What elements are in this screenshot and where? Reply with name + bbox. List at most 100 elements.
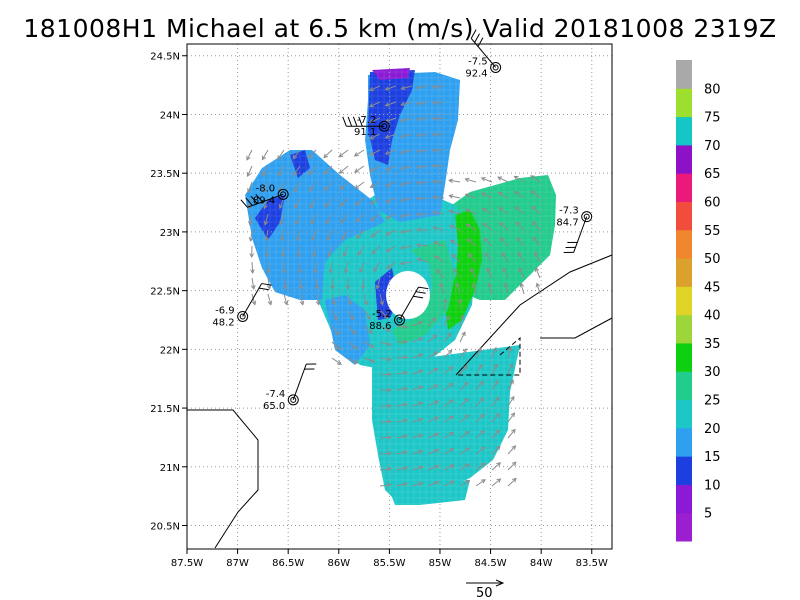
wind-vector-head: [479, 397, 485, 402]
wind-barb-flag: [418, 286, 429, 290]
wind-vector: [491, 396, 500, 407]
wind-vector-head: [415, 196, 421, 201]
wind-vector: [417, 258, 429, 263]
colorbar-segment: [676, 88, 692, 118]
wind-vector-head: [492, 346, 498, 352]
wind-vector: [347, 309, 354, 320]
wind-vector-head: [501, 251, 506, 257]
wind-vector-head: [432, 241, 438, 246]
wind-vector: [331, 309, 338, 321]
wind-vector: [459, 479, 470, 487]
wind-vector-head: [449, 239, 455, 245]
wind-vector: [277, 149, 285, 160]
wind-vector-head: [315, 300, 321, 306]
wind-vector-head: [296, 252, 302, 258]
wind-vector-head: [463, 381, 469, 387]
wind-vector: [417, 165, 429, 168]
wind-vector-head: [368, 86, 374, 92]
wind-vector-head: [487, 282, 493, 288]
wind-vector-head: [434, 432, 440, 438]
wind-vector-head: [465, 223, 471, 229]
wind-vector-head: [433, 400, 439, 405]
wind-vector: [325, 213, 333, 224]
wind-vector-head: [418, 401, 424, 406]
wind-vector-head: [511, 461, 517, 467]
wind-vector-head: [436, 268, 441, 274]
wind-vector-head: [384, 182, 390, 188]
wind-vector: [491, 429, 501, 439]
wind-vector-head: [354, 184, 360, 190]
colorbar-segment: [676, 399, 692, 429]
wind-vector: [401, 85, 413, 90]
wind-vector-head: [402, 418, 408, 423]
wind-vector-head: [251, 300, 257, 306]
wind-vector-head: [403, 355, 409, 360]
wind-vector: [481, 177, 493, 183]
wind-vector: [449, 179, 461, 183]
wind-vector-head: [416, 257, 422, 263]
wind-vector: [433, 211, 445, 215]
wind-vector-head: [326, 235, 331, 241]
wind-vector-head: [464, 414, 470, 420]
wind-vector-head: [432, 84, 437, 90]
wind-vector-head: [387, 372, 393, 377]
wind-vector-head: [371, 249, 377, 255]
wind-vector: [417, 181, 429, 184]
wind-vector-head: [465, 208, 471, 213]
wind-vector-head: [310, 219, 315, 225]
wind-vector: [371, 245, 381, 255]
wind-vector-head: [449, 399, 455, 404]
station-marker-inner: [290, 396, 297, 403]
wind-vector: [443, 448, 454, 455]
station-pressure: 92.4: [465, 68, 487, 79]
wind-vector-head: [339, 185, 345, 191]
wind-vector: [299, 277, 302, 289]
wind-vector-head: [465, 479, 471, 485]
wind-vector-head: [434, 448, 440, 454]
station-marker: [581, 211, 593, 223]
colorbar-segment: [676, 229, 692, 259]
station: -7.384.7: [556, 206, 593, 253]
wind-vector-head: [282, 284, 288, 290]
wind-vector: [251, 277, 255, 289]
wind-vector: [411, 353, 423, 359]
wind-vector: [315, 277, 318, 290]
wind-vector: [292, 149, 301, 159]
wind-vector-head: [480, 446, 486, 452]
wind-vector-head: [299, 300, 305, 306]
wind-vector: [401, 197, 413, 201]
wind-vector: [484, 252, 493, 263]
wind-vector: [385, 85, 397, 91]
colorbar-segment: [676, 258, 692, 287]
wind-vector-head: [386, 264, 392, 269]
wind-vector-head: [403, 339, 409, 345]
wind-vector-head: [503, 282, 509, 288]
wind-vector-head: [400, 229, 406, 234]
wind-vector: [465, 193, 477, 199]
wind-vector-head: [385, 247, 391, 252]
wind-vector-head: [342, 252, 348, 258]
wind-vector-head: [324, 202, 330, 208]
wind-vector-head: [309, 203, 315, 209]
wind-vector: [250, 229, 253, 241]
wind-vector-head: [324, 186, 329, 192]
reference-vector-head: [495, 579, 505, 587]
wind-vector-head: [434, 464, 440, 470]
map-title: 181008H1 Michael at 6.5 km (m/s) Valid 2…: [23, 14, 777, 43]
wind-vector-head: [518, 266, 524, 272]
wind-vector-head: [516, 236, 522, 242]
wind-vector: [459, 414, 469, 423]
wind-vector-head: [446, 332, 452, 338]
wind-vector: [434, 255, 445, 263]
wind-barb-flag: [240, 199, 248, 208]
coastline: [187, 254, 613, 549]
wind-vector: [386, 245, 397, 252]
wind-vector-head: [416, 85, 422, 90]
wind-vector-head: [248, 220, 253, 226]
wind-vector-head: [246, 155, 251, 161]
wind-vector-head: [249, 253, 255, 259]
wind-vector-head: [513, 175, 519, 181]
wind-vector-head: [418, 385, 424, 390]
wind-vector-head: [355, 217, 361, 223]
wind-vector-head: [448, 382, 454, 388]
